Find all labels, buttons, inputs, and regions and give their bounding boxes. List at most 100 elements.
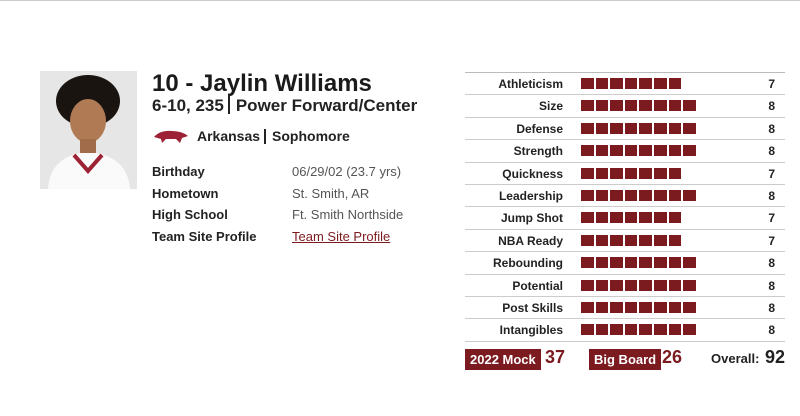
rating-square xyxy=(668,189,682,201)
rating-square xyxy=(610,212,623,224)
rating-square xyxy=(668,234,682,246)
rating-value: 8 xyxy=(768,256,775,271)
rating-square xyxy=(610,324,623,336)
rating-square xyxy=(581,189,594,201)
rating-square xyxy=(624,324,638,336)
info-label: High School xyxy=(152,207,228,222)
rating-row: Leadership 8 xyxy=(465,185,785,208)
ratings-list: Athleticism 7 Size 8 Defense 8 Strength 8 Quickn… xyxy=(465,72,785,342)
overall-value: 92 xyxy=(765,347,786,367)
rating-row: Post Skills 8 xyxy=(465,297,785,320)
rating-square xyxy=(653,122,667,134)
rating-square xyxy=(668,301,682,313)
rating-square xyxy=(668,167,682,179)
rating-value: 8 xyxy=(768,144,775,159)
rating-square xyxy=(668,324,682,336)
big-board-value: 26 xyxy=(662,347,683,367)
info-label: Hometown xyxy=(152,186,219,201)
rating-square xyxy=(581,167,594,179)
rating-square xyxy=(683,100,696,112)
team-logo xyxy=(154,130,188,143)
rating-square xyxy=(668,100,682,112)
rating-square xyxy=(639,279,652,291)
rating-square xyxy=(653,189,667,201)
rating-square xyxy=(653,212,667,224)
rating-label: Jump Shot xyxy=(501,211,563,226)
rating-square xyxy=(668,279,682,291)
rating-square xyxy=(639,167,652,179)
rating-value: 7 xyxy=(768,211,775,226)
rating-square xyxy=(595,257,609,269)
rating-bar xyxy=(581,279,696,291)
rating-square xyxy=(581,234,594,246)
rating-square xyxy=(610,301,623,313)
rating-bar xyxy=(581,234,682,246)
rating-value: 7 xyxy=(768,77,775,91)
top-border xyxy=(0,0,800,1)
rating-bar xyxy=(581,78,682,89)
rating-square xyxy=(683,122,696,134)
rating-bar xyxy=(581,122,696,134)
rating-square xyxy=(639,100,652,112)
profile-link[interactable]: Team Site Profile xyxy=(292,229,391,244)
rating-square xyxy=(595,212,609,224)
rating-square xyxy=(683,189,696,201)
mock-badge: 2022 Mock xyxy=(465,349,541,370)
rating-square xyxy=(581,212,594,224)
rating-label: Post Skills xyxy=(502,300,563,315)
position: Power Forward/Center xyxy=(235,96,418,115)
rating-square xyxy=(639,122,652,134)
rating-square xyxy=(581,279,594,291)
rating-square xyxy=(639,212,652,224)
rating-square xyxy=(624,100,638,112)
rating-square xyxy=(668,212,682,224)
rating-value: 8 xyxy=(768,188,775,203)
rating-row: Size 8 xyxy=(465,95,785,118)
rating-square xyxy=(610,78,623,89)
rating-value: 7 xyxy=(768,166,775,181)
rating-row: Quickness 7 xyxy=(465,163,785,185)
rating-label: NBA Ready xyxy=(498,233,563,248)
rating-label: Athleticism xyxy=(498,77,563,91)
rating-square xyxy=(610,145,623,157)
rating-square xyxy=(653,301,667,313)
player-size: 6-10, 235 Power Forward/Center xyxy=(152,96,417,116)
rating-square xyxy=(683,324,696,336)
rating-label: Strength xyxy=(513,144,563,159)
rating-square xyxy=(624,301,638,313)
rating-square xyxy=(595,279,609,291)
rating-label: Potential xyxy=(512,278,563,293)
rating-square xyxy=(610,279,623,291)
rating-bar xyxy=(581,100,696,112)
rating-square xyxy=(595,167,609,179)
rating-bar xyxy=(581,324,696,336)
mock-value: 37 xyxy=(545,347,566,367)
rating-label: Defense xyxy=(516,121,563,136)
rating-square xyxy=(595,324,609,336)
rating-square xyxy=(653,257,667,269)
rating-square xyxy=(581,257,594,269)
rating-square xyxy=(653,279,667,291)
rating-label: Leadership xyxy=(498,188,563,203)
info-value: 06/29/02 (23.7 yrs) xyxy=(292,164,402,179)
rating-square xyxy=(639,234,652,246)
rating-value: 8 xyxy=(768,99,775,114)
rating-label: Rebounding xyxy=(493,256,563,271)
rating-square xyxy=(595,78,609,89)
rating-square xyxy=(668,145,682,157)
player-name: 10 - Jaylin Williams xyxy=(152,70,372,97)
rating-square xyxy=(595,189,609,201)
rating-square xyxy=(610,189,623,201)
overall-label: Overall: xyxy=(711,351,760,366)
rating-square xyxy=(668,257,682,269)
rating-row: Intangibles 8 xyxy=(465,319,785,342)
rating-value: 8 xyxy=(768,278,775,293)
rating-square xyxy=(610,234,623,246)
rating-square xyxy=(610,122,623,134)
info-value: St. Smith, AR xyxy=(292,186,370,201)
class-year: Sophomore xyxy=(272,128,350,144)
rating-square xyxy=(624,78,638,89)
rating-square xyxy=(639,145,652,157)
rating-square xyxy=(624,145,638,157)
